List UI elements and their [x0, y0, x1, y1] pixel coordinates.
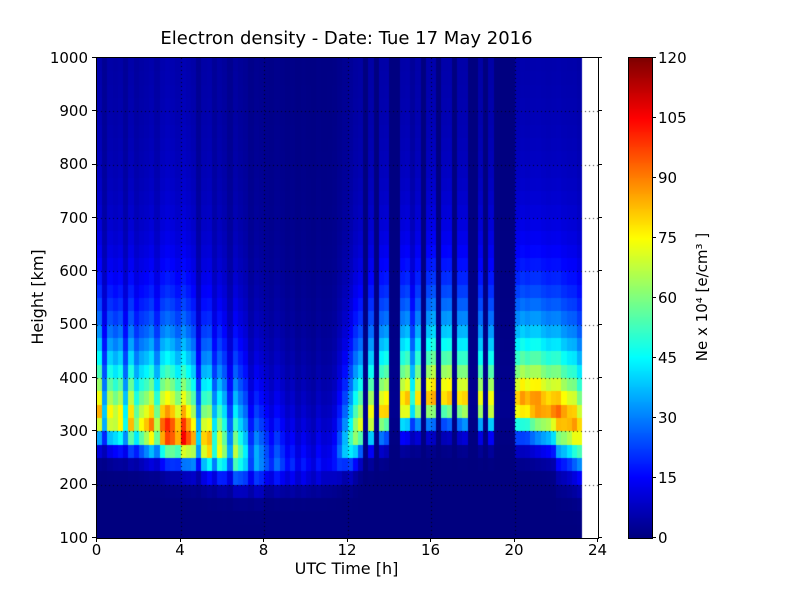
- colorbar-tick-label: 45: [658, 348, 678, 367]
- y-tick-right: [598, 430, 602, 432]
- x-tick-label: 20: [504, 541, 524, 559]
- y-tick-right: [598, 110, 602, 112]
- colorbar-tick-label: 120: [658, 48, 687, 67]
- y-axis-label: Height [km]: [28, 249, 47, 345]
- y-tick-label: 500: [59, 315, 88, 334]
- colorbar-tick: [652, 117, 656, 118]
- x-tick: [179, 538, 181, 542]
- y-tick-label: 200: [59, 475, 88, 494]
- y-tick-label: 400: [59, 368, 88, 387]
- colorbar-tick: [652, 477, 656, 478]
- y-tick: [92, 430, 96, 432]
- y-tick-label: 100: [59, 528, 88, 547]
- x-tick: [96, 538, 97, 542]
- y-tick-label: 900: [59, 101, 88, 120]
- y-tick-right: [598, 57, 602, 58]
- x-tick-label: 24: [587, 541, 608, 559]
- colorbar-tick-label: 60: [658, 288, 678, 307]
- y-tick-right: [598, 537, 602, 538]
- chart-title: Electron density - Date: Tue 17 May 2016: [160, 28, 533, 49]
- y-tick-label: 1000: [49, 48, 88, 67]
- x-tick-label: 16: [420, 541, 441, 559]
- colorbar-tick-label: 75: [658, 228, 678, 247]
- colorbar-tick: [652, 417, 656, 418]
- y-tick-right: [598, 377, 602, 378]
- y-tick: [92, 377, 96, 378]
- x-tick-label: 8: [258, 541, 269, 559]
- y-tick: [92, 270, 96, 272]
- x-tick: [513, 538, 515, 542]
- x-tick: [430, 538, 431, 542]
- colorbar-tick: [652, 297, 656, 298]
- colorbar-tick: [652, 177, 656, 178]
- colorbar-tick-label: 15: [658, 468, 678, 487]
- y-tick-label: 700: [59, 208, 88, 227]
- colorbar-tick: [652, 57, 656, 58]
- x-axis-label: UTC Time [h]: [294, 559, 399, 578]
- y-tick: [92, 110, 96, 112]
- heatmap-plot: [96, 57, 599, 539]
- y-tick: [92, 217, 96, 218]
- colorbar-tick-label: 105: [658, 108, 687, 127]
- y-tick-right: [598, 323, 602, 325]
- colorbar-tick: [652, 237, 656, 238]
- y-tick-right: [598, 270, 602, 272]
- colorbar-tick: [652, 357, 656, 358]
- y-tick: [92, 163, 96, 165]
- y-tick-right: [598, 483, 602, 485]
- y-tick-right: [598, 163, 602, 165]
- colorbar-tick: [652, 537, 656, 538]
- x-tick: [263, 538, 264, 542]
- x-tick: [346, 538, 348, 542]
- y-tick: [92, 323, 96, 325]
- y-tick: [92, 57, 96, 58]
- x-tick-label: 4: [175, 541, 185, 559]
- x-tick-label: 0: [91, 541, 102, 559]
- y-tick: [92, 483, 96, 485]
- x-tick-label: 12: [337, 541, 357, 559]
- colorbar-gradient: [628, 57, 653, 539]
- y-tick-label: 600: [59, 261, 88, 280]
- colorbar-tick-label: 0: [658, 528, 668, 547]
- y-tick-label: 300: [59, 421, 88, 440]
- colorbar-tick-label: 30: [658, 408, 678, 427]
- y-tick-label: 800: [59, 155, 88, 174]
- colorbar-tick-label: 90: [658, 168, 678, 187]
- y-tick: [92, 537, 96, 538]
- y-tick-right: [598, 217, 602, 218]
- x-tick: [597, 538, 598, 542]
